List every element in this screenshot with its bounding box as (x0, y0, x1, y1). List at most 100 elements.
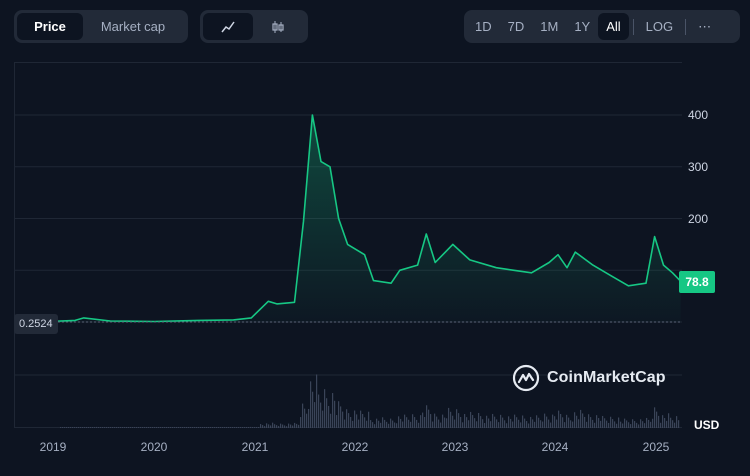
volume-bar (144, 427, 146, 428)
volume-bar (152, 427, 154, 428)
volume-bar (294, 422, 296, 428)
volume-bar (278, 426, 280, 428)
volume-bar (218, 427, 220, 428)
volume-bar (268, 424, 270, 428)
volume-bar (530, 416, 532, 428)
volume-bar (564, 422, 566, 428)
volume-bar (274, 424, 276, 428)
tab-price[interactable]: Price (17, 13, 83, 40)
range-1y[interactable]: 1Y (574, 19, 591, 34)
volume-bar (122, 427, 124, 428)
volume-bar (670, 417, 672, 428)
volume-bar (492, 413, 494, 428)
volume-bar (80, 427, 82, 428)
candlestick-button[interactable] (253, 13, 303, 40)
volume-bar (228, 427, 230, 428)
volume-bar (526, 421, 528, 428)
line-chart-button[interactable] (203, 13, 253, 40)
volume-bar (478, 412, 480, 428)
volume-bar (412, 414, 414, 428)
all-time-low-tag: 0.2524 (14, 314, 58, 334)
volume-bar (636, 422, 638, 428)
volume-bar (572, 421, 574, 428)
volume-bar (496, 419, 498, 428)
volume-bar (578, 419, 580, 428)
volume-bar (480, 416, 482, 428)
volume-bar (184, 427, 186, 428)
volume-bar (472, 415, 474, 428)
volume-bar (524, 418, 526, 428)
range-1d[interactable]: 1D (475, 19, 492, 34)
tab-market-cap[interactable]: Market cap (100, 19, 166, 34)
volume-bar (330, 413, 332, 428)
volume-bar (288, 423, 290, 428)
volume-bar (590, 417, 592, 428)
volume-bar (512, 421, 514, 428)
volume-bar (262, 425, 264, 428)
x-tick-label: 2023 (441, 440, 469, 454)
volume-bar (106, 427, 108, 428)
volume-bar (454, 419, 456, 428)
volume-bar (254, 427, 256, 428)
volume-bar (554, 416, 556, 428)
volume-bar (188, 427, 190, 428)
chart-mode-toggle (200, 10, 308, 43)
volume-bar (394, 422, 396, 428)
volume-bar (138, 427, 140, 428)
volume-bar (618, 417, 620, 428)
volume-bar (334, 400, 336, 428)
volume-bar (374, 424, 376, 428)
volume-bar (602, 415, 604, 428)
y-tick-label: 200 (688, 212, 709, 226)
volume-bar (146, 427, 148, 428)
x-tick-label: 2024 (541, 440, 569, 454)
volume-bar (114, 427, 116, 428)
volume-bar (584, 416, 586, 428)
volume-bar (126, 427, 128, 428)
volume-bar (598, 418, 600, 428)
volume-bar (600, 420, 602, 428)
volume-bar (264, 426, 266, 428)
volume-bar (170, 427, 172, 428)
volume-bar (308, 409, 310, 428)
volume-bar (338, 401, 340, 428)
volume-bar (246, 427, 248, 428)
y-tick-label: 400 (688, 108, 709, 122)
volume-bar (430, 414, 432, 428)
volume-bar (606, 420, 608, 428)
volume-bar (616, 423, 618, 428)
volume-bar (366, 420, 368, 428)
volume-bar (110, 427, 112, 428)
volume-bar (160, 427, 162, 428)
volume-bar (436, 416, 438, 428)
volume-bar (560, 413, 562, 428)
volume-bar (672, 420, 674, 428)
volume-bar (482, 419, 484, 428)
volume-bar (452, 415, 454, 428)
volume-bar (182, 427, 184, 428)
log-scale-button[interactable]: LOG (645, 19, 674, 34)
volume-bar (136, 427, 138, 428)
price-line (13, 114, 682, 323)
volume-bar (558, 410, 560, 428)
volume-bar (620, 421, 622, 428)
volume-bar (528, 423, 530, 428)
volume-bar (94, 427, 96, 428)
volume-bar (622, 423, 624, 428)
volume-bar (150, 427, 152, 428)
volume-bar (506, 423, 508, 428)
more-options-button[interactable]: ⋯ (698, 18, 712, 34)
volume-bar (124, 427, 126, 428)
volume-bar (82, 426, 84, 428)
volume-bar (196, 427, 198, 428)
volume-bar (440, 422, 442, 428)
range-7d[interactable]: 7D (507, 19, 525, 34)
volume-bar (614, 421, 616, 428)
volume-bar (64, 427, 66, 428)
volume-bar (236, 427, 238, 428)
volume-bar (222, 427, 224, 428)
volume-bar (386, 421, 388, 428)
range-all[interactable]: All (598, 13, 629, 40)
range-1m[interactable]: 1M (540, 19, 559, 34)
volume-bar (336, 415, 338, 428)
